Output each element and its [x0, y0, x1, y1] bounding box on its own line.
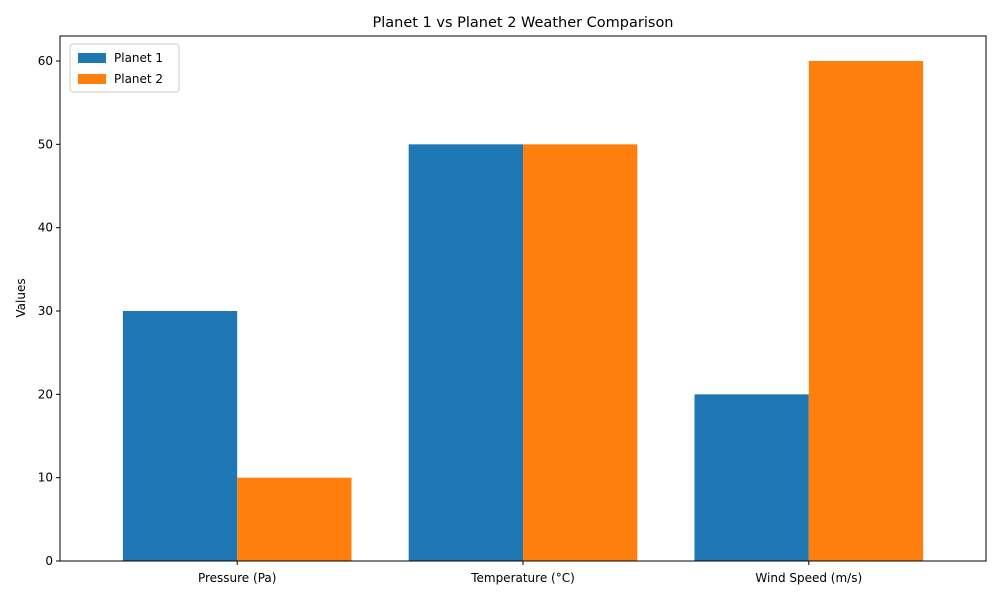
x-tick-label: Temperature (°C)	[470, 571, 575, 585]
plot-frame	[59, 35, 987, 562]
y-tick-label: 60	[38, 54, 53, 68]
legend-label: Planet 2	[114, 72, 163, 86]
y-axis-label: Values	[14, 278, 28, 317]
legend-label: Planet 1	[114, 51, 163, 65]
chart-title: Planet 1 vs Planet 2 Weather Comparison	[372, 15, 673, 31]
y-tick-label: 40	[38, 221, 53, 235]
y-tick-label: 20	[38, 387, 53, 401]
bar-planet-2-1	[523, 144, 638, 562]
y-tick-label: 50	[38, 137, 53, 151]
x-tick-label: Wind Speed (m/s)	[755, 571, 862, 585]
y-axis-ticks: 0 10 20 30 40 50 60	[38, 54, 60, 568]
bar-planet-1-2	[694, 394, 809, 561]
x-tick-label: Pressure (Pa)	[198, 571, 276, 585]
x-axis-ticks: Pressure (Pa) Temperature (°C) Wind Speed …	[198, 561, 862, 585]
y-tick-label: 30	[38, 304, 53, 318]
bar-planet-2-0	[237, 477, 352, 561]
legend-swatch	[78, 74, 106, 84]
y-tick-label: 10	[38, 471, 53, 485]
legend: Planet 1 Planet 2	[69, 43, 180, 93]
y-tick-label: 0	[45, 554, 53, 568]
legend-swatch	[78, 53, 106, 63]
bar-planet-2-2	[808, 61, 924, 561]
bars-group	[122, 61, 924, 562]
bar-planet-1-1	[408, 144, 523, 562]
bar-planet-1-0	[122, 311, 238, 561]
